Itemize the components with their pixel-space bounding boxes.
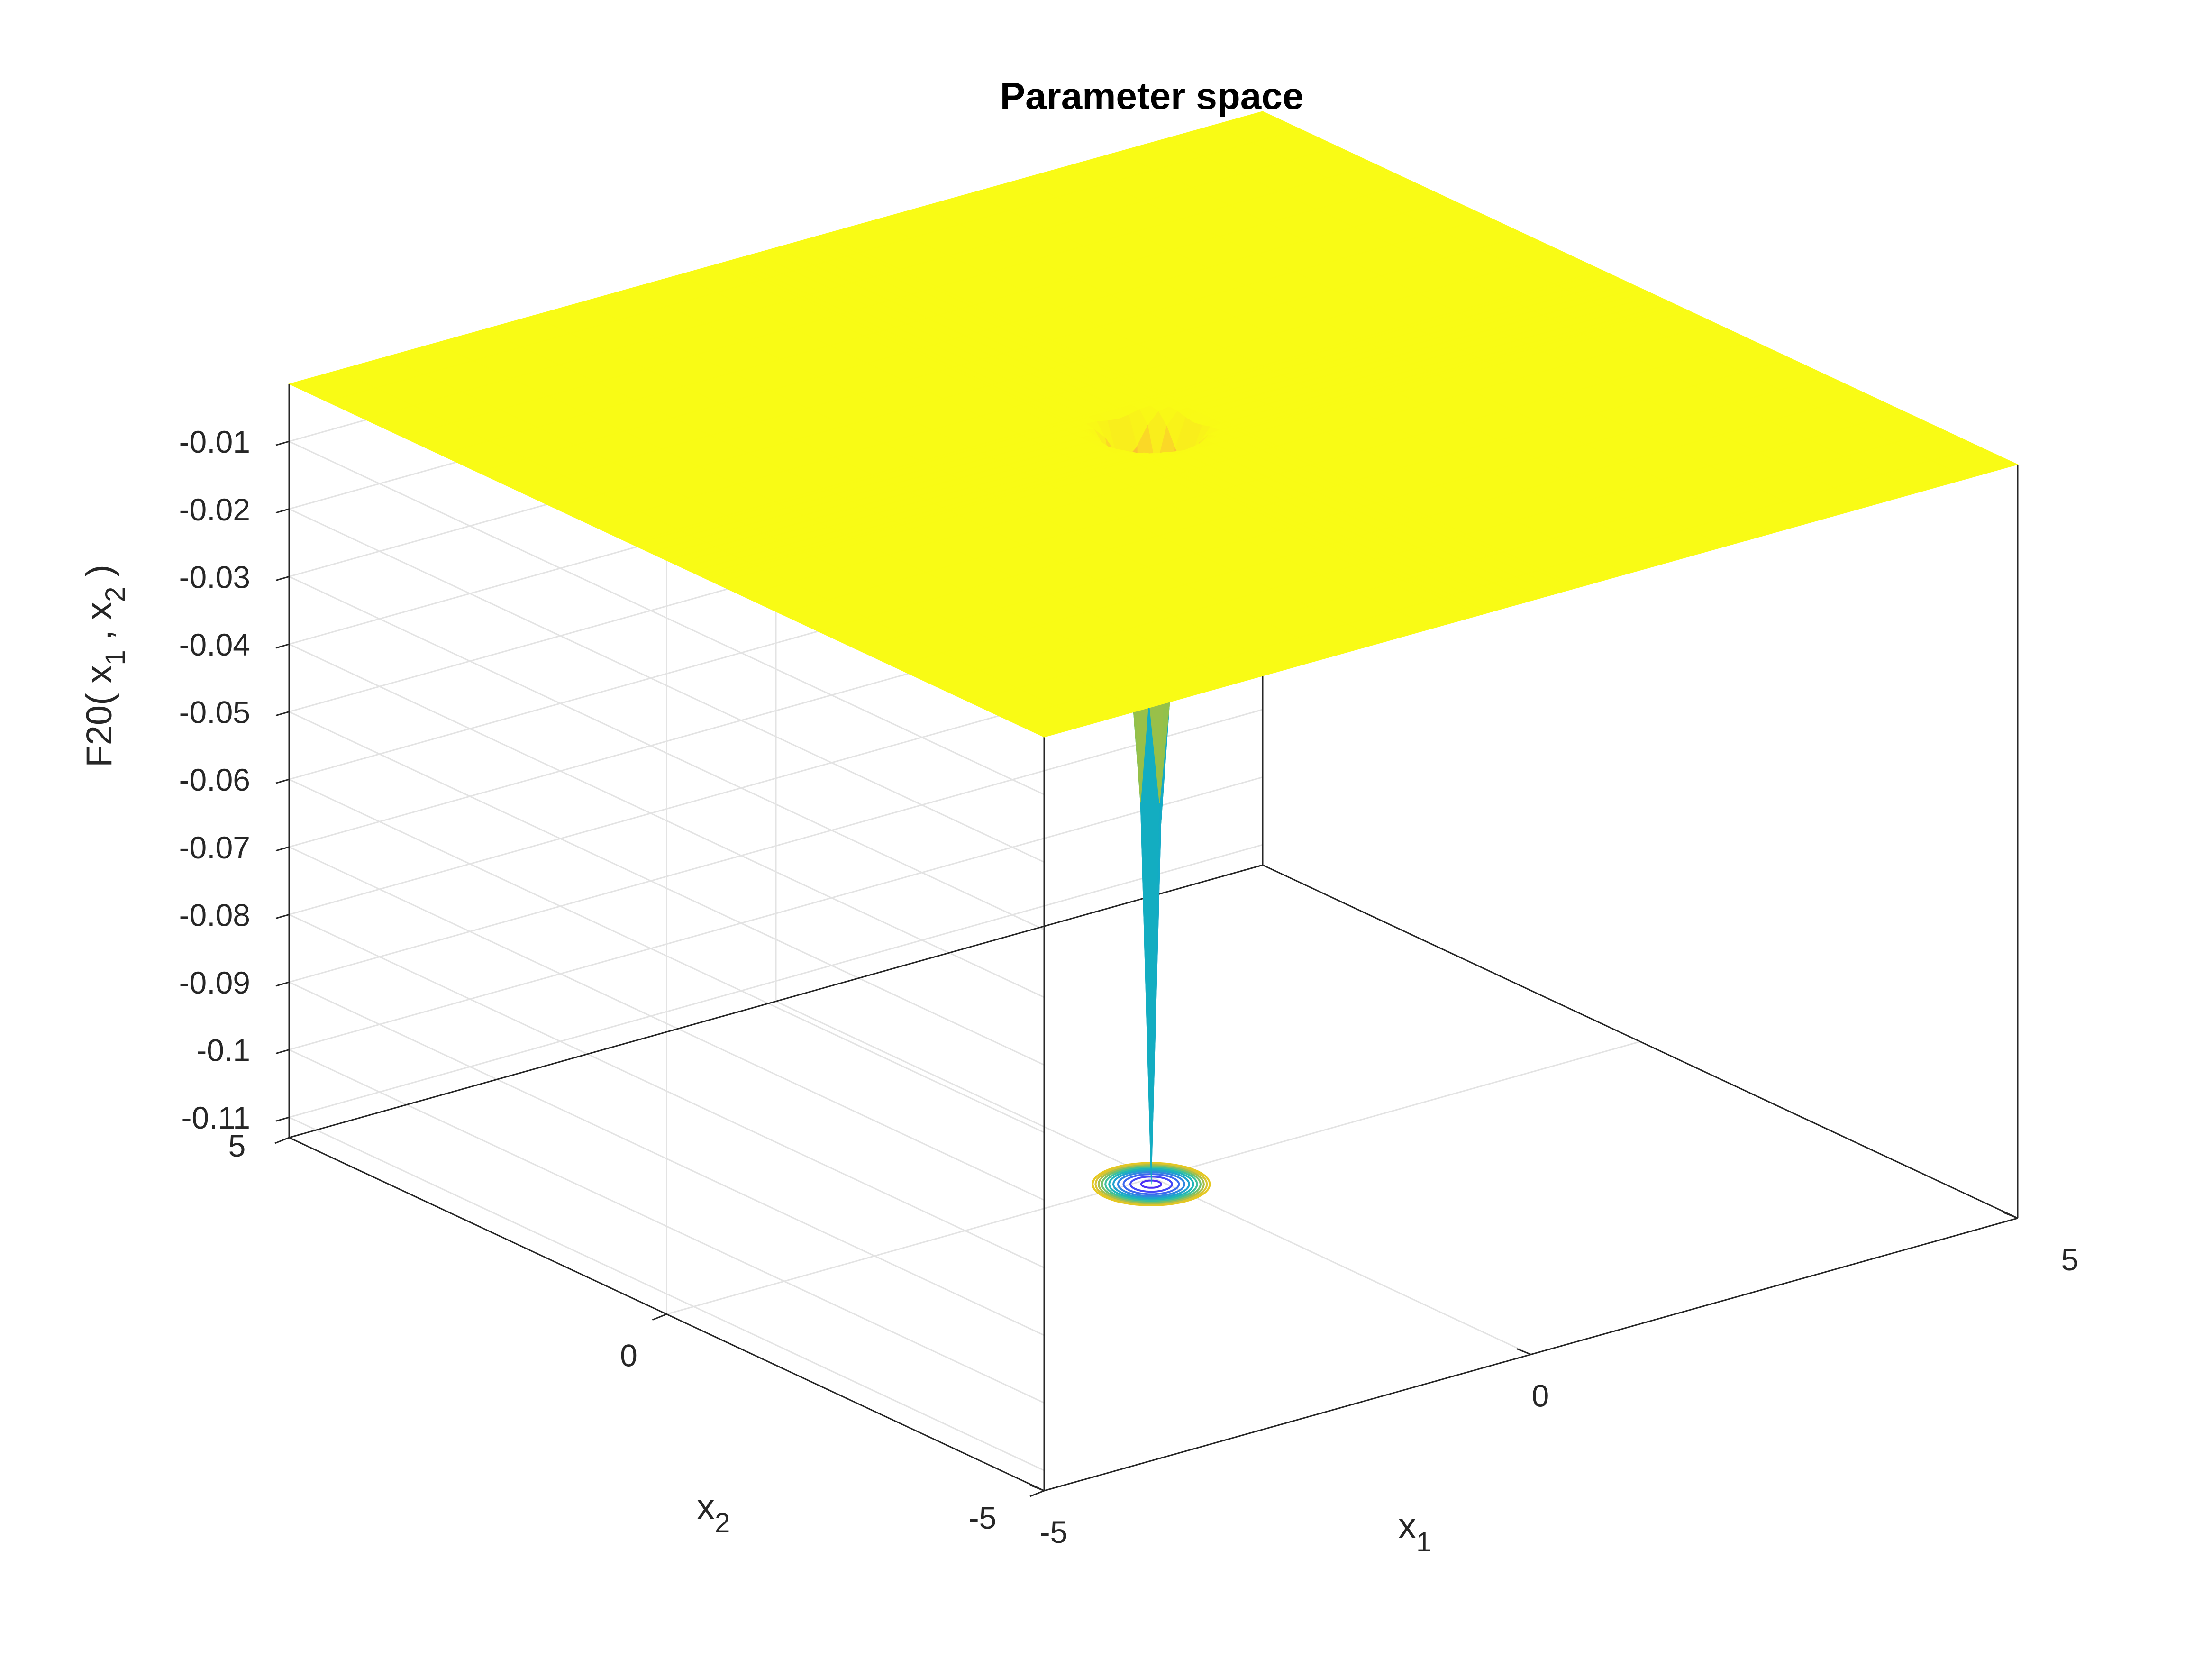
z-axis-label-prefix: F20( x xyxy=(79,665,119,767)
z-tick-mark-7 xyxy=(275,913,290,919)
axis-ticks: -0.01 -0.02 -0.03 -0.04 -0.05 -0.06 -0.07 -0.08… xyxy=(179,424,2079,1550)
z-tick-mark-10 xyxy=(275,1116,290,1122)
contour-ring-5 xyxy=(1108,1168,1194,1201)
z-tick-mark-2 xyxy=(275,575,290,581)
z-tick-mark-8 xyxy=(275,981,290,987)
x1-axis-label: x1 xyxy=(1398,1506,1431,1558)
x2-axis-label: x2 xyxy=(697,1487,730,1539)
box-edge-1 xyxy=(289,864,1263,1139)
contour-ring-8 xyxy=(1122,1173,1180,1195)
contour-ring-7 xyxy=(1117,1171,1185,1197)
z-tick-label-4: -0.05 xyxy=(179,695,250,730)
x1-tick-label-2: 5 xyxy=(2061,1242,2079,1277)
box-edge-6 xyxy=(1262,864,2018,1219)
x2-axis-label-sub: 2 xyxy=(715,1508,730,1539)
z-tick-label-6: -0.07 xyxy=(179,830,250,865)
z-axis-label-mid: , x xyxy=(79,602,119,650)
x2-tick-mark-2 xyxy=(274,1137,290,1144)
z-tick-label-9: -0.1 xyxy=(196,1033,250,1068)
x1-axis-label-base: x xyxy=(1398,1506,1416,1546)
contour-ring-3 xyxy=(1101,1165,1202,1203)
z-tick-label-7: -0.08 xyxy=(179,897,250,932)
contour-ring-1 xyxy=(1094,1163,1208,1205)
z-axis-label-suffix: ) xyxy=(79,565,119,586)
z-tick-mark-1 xyxy=(275,508,290,514)
x1-tick-label-0: -5 xyxy=(1040,1514,1068,1550)
z-tick-label-3: -0.04 xyxy=(179,627,250,662)
x1-tick-mark-1 xyxy=(1516,1348,1531,1355)
x2-tick-mark-1 xyxy=(652,1313,667,1321)
x1-axis-label-sub: 1 xyxy=(1416,1527,1431,1558)
z-axis-label-sub2: 2 xyxy=(100,587,131,602)
z-axis-label-sub1: 1 xyxy=(100,650,131,665)
contour-ring-10 xyxy=(1140,1179,1163,1189)
x1-tick-label-1: 0 xyxy=(1532,1378,1549,1413)
contour-ring-2 xyxy=(1097,1164,1205,1204)
chart-title: Parameter space xyxy=(1000,75,1303,117)
axis-labels: x1 x2 F20( x1 , x2 ) xyxy=(79,565,1431,1558)
z-tick-mark-5 xyxy=(275,778,290,784)
z-tick-label-8: -0.09 xyxy=(179,965,250,1000)
z-tick-mark-0 xyxy=(275,440,290,446)
x2-tick-mark-0 xyxy=(1029,1490,1045,1497)
surface-face xyxy=(1005,705,1094,738)
z-tick-label-0: -0.01 xyxy=(179,424,250,459)
z-tick-label-2: -0.03 xyxy=(179,559,250,594)
contour-ring-4 xyxy=(1104,1167,1198,1202)
z-tick-mark-6 xyxy=(275,846,290,852)
x2-axis-label-base: x xyxy=(697,1487,715,1527)
z-tick-mark-3 xyxy=(275,643,290,649)
z-tick-mark-9 xyxy=(275,1049,290,1055)
x1-tick-mark-2 xyxy=(2003,1212,2018,1219)
x1-tick-mark-0 xyxy=(1029,1484,1045,1492)
contour-ring-6 xyxy=(1112,1169,1190,1199)
x2-tick-label-2: 5 xyxy=(228,1128,246,1163)
z-tick-mark-4 xyxy=(275,711,290,717)
z-tick-label-10: -0.11 xyxy=(181,1100,250,1135)
x2-tick-label-1: 0 xyxy=(620,1338,637,1373)
z-tick-label-5: -0.06 xyxy=(179,762,250,797)
contour-plot xyxy=(1092,1162,1211,1207)
z-axis-label: F20( x1 , x2 ) xyxy=(79,565,131,767)
contour-ring-9 xyxy=(1129,1176,1173,1193)
surface-mesh xyxy=(288,111,2019,1185)
z-tick-label-1: -0.02 xyxy=(179,492,250,527)
contour-ring-0 xyxy=(1092,1162,1211,1207)
x2-tick-label-0: -5 xyxy=(969,1500,997,1535)
